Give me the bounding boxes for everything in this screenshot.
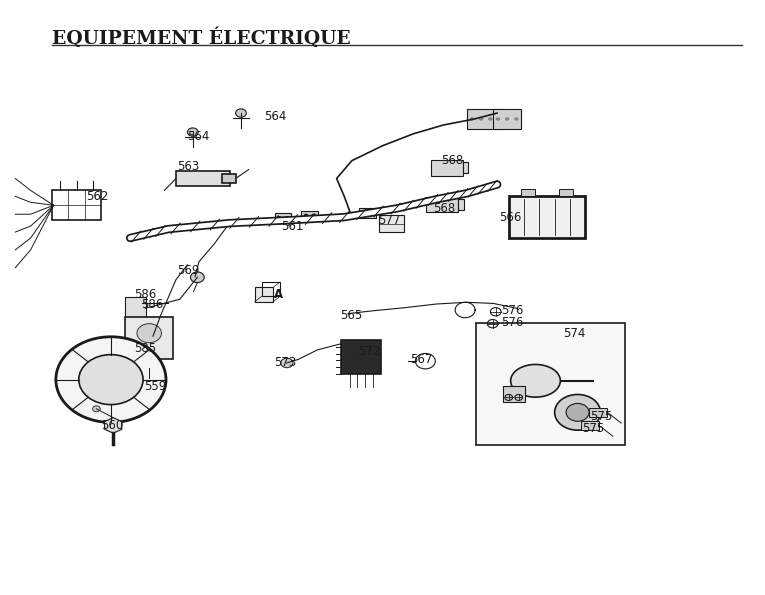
Bar (458, 199, 464, 210)
Circle shape (190, 272, 204, 283)
Text: 564: 564 (187, 130, 210, 143)
Circle shape (236, 109, 246, 117)
Text: 563: 563 (177, 160, 200, 173)
Text: 586: 586 (142, 298, 164, 311)
Text: 573: 573 (274, 356, 296, 369)
Text: 572: 572 (358, 345, 380, 358)
Bar (431, 160, 463, 176)
Text: EQUIPEMENT ÉLECTRIQUE: EQUIPEMENT ÉLECTRIQUE (52, 27, 351, 48)
Circle shape (187, 128, 198, 136)
Circle shape (304, 214, 308, 217)
Text: 574: 574 (563, 327, 585, 340)
Text: 568: 568 (441, 154, 463, 167)
Bar (467, 109, 504, 129)
Bar (52, 190, 101, 220)
Bar (509, 196, 585, 238)
Text: 577: 577 (378, 214, 400, 227)
Bar (255, 287, 273, 302)
Bar (139, 359, 159, 368)
Circle shape (79, 355, 143, 405)
Bar (589, 408, 607, 416)
Bar (463, 162, 468, 173)
Text: 564: 564 (264, 109, 286, 123)
Text: 585: 585 (134, 342, 156, 355)
Bar (581, 421, 599, 430)
Text: 576: 576 (501, 316, 523, 329)
Bar (559, 189, 573, 196)
Bar (262, 282, 280, 296)
Bar (379, 215, 404, 232)
Circle shape (281, 358, 293, 368)
Circle shape (488, 117, 493, 121)
Text: 565: 565 (340, 309, 363, 322)
Circle shape (496, 117, 500, 121)
Text: 566: 566 (499, 211, 521, 224)
Bar (493, 109, 521, 129)
Text: 567: 567 (410, 353, 432, 367)
Bar (176, 171, 230, 186)
Text: 560: 560 (101, 419, 123, 432)
Bar (503, 386, 525, 402)
Text: 559: 559 (144, 380, 166, 393)
Circle shape (285, 216, 289, 220)
Polygon shape (105, 418, 122, 433)
Bar (426, 197, 458, 212)
Circle shape (514, 117, 519, 121)
Text: 586: 586 (134, 288, 156, 301)
Text: 561: 561 (282, 220, 304, 233)
Bar (341, 340, 381, 374)
Text: 562: 562 (86, 190, 108, 203)
Circle shape (497, 117, 502, 121)
Circle shape (566, 403, 589, 421)
Circle shape (311, 214, 316, 217)
Text: 568: 568 (433, 202, 455, 215)
Circle shape (361, 211, 366, 215)
Text: 575: 575 (591, 410, 613, 423)
Text: 576: 576 (501, 304, 523, 317)
Text: 569: 569 (177, 264, 200, 277)
Text: 575: 575 (582, 422, 604, 435)
Bar (222, 174, 236, 183)
Circle shape (470, 117, 474, 121)
Text: A: A (274, 288, 283, 301)
Circle shape (505, 117, 509, 121)
Circle shape (56, 337, 166, 422)
Bar (275, 213, 291, 223)
Bar (521, 189, 535, 196)
Circle shape (479, 117, 483, 121)
Bar (476, 323, 625, 445)
Bar (125, 317, 173, 359)
Circle shape (369, 211, 373, 215)
Circle shape (137, 324, 161, 343)
Bar (125, 297, 146, 320)
Circle shape (277, 216, 282, 220)
Circle shape (93, 406, 100, 412)
Bar (301, 211, 318, 220)
Ellipse shape (511, 364, 560, 397)
Circle shape (555, 394, 601, 430)
Bar (359, 208, 376, 218)
